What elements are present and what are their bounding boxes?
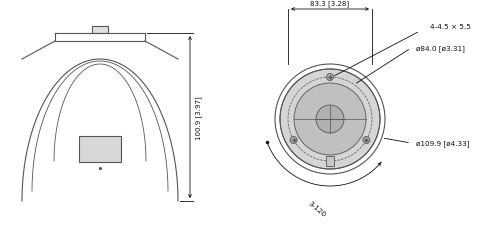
Text: 3-120: 3-120 [306,199,326,217]
Circle shape [326,74,334,81]
Text: 83.3 [3.28]: 83.3 [3.28] [310,0,350,7]
Circle shape [316,106,344,134]
Circle shape [290,137,297,144]
Bar [326,156,334,166]
Circle shape [363,137,370,144]
Bar [92,27,108,34]
Circle shape [280,70,380,169]
Bar [79,137,121,162]
Text: ø109.9 [ø4.33]: ø109.9 [ø4.33] [416,140,470,147]
Text: ø84.0 [ø3.31]: ø84.0 [ø3.31] [416,46,465,52]
Circle shape [294,84,366,155]
Text: 100.9 [3.97]: 100.9 [3.97] [195,96,202,139]
Text: 4-4.5 × 5.5: 4-4.5 × 5.5 [430,24,471,30]
